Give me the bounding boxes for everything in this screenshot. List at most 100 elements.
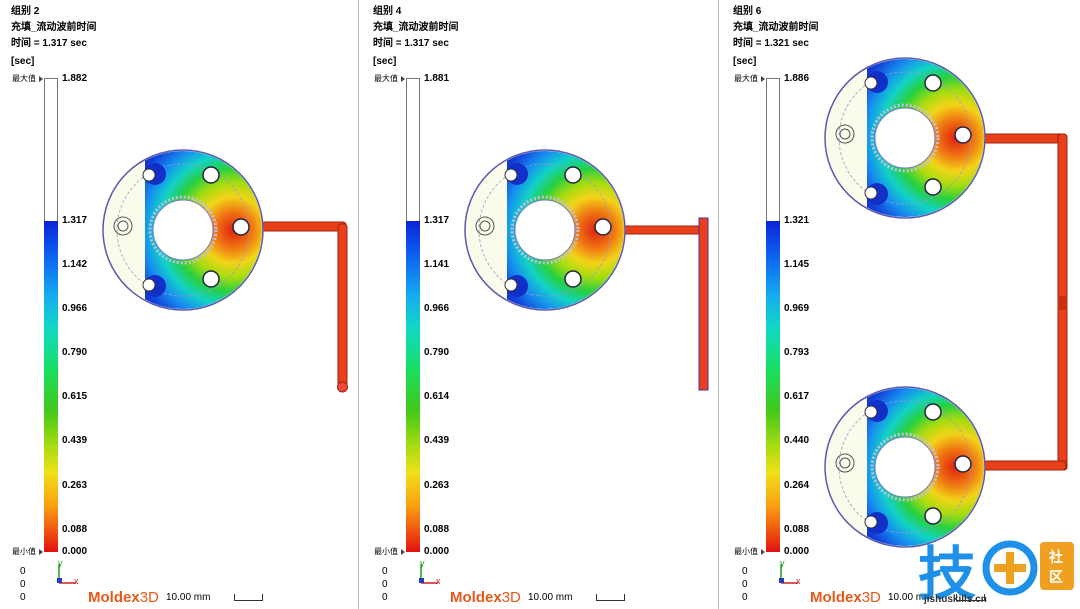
color-legend-bar: [406, 78, 420, 552]
result-name: 充填_流动波前时间: [11, 22, 97, 33]
legend-tick: 1.145: [784, 259, 810, 270]
group-title: 组别 4: [373, 6, 402, 17]
min-pointer-icon: [761, 549, 765, 555]
gear-part-lower: [824, 386, 986, 548]
svg-text:社区: 社区: [1048, 549, 1063, 586]
legend-tick: 0.966: [62, 303, 88, 314]
legend-tick: 0.088: [62, 524, 88, 535]
moldex3d-logo: Moldex3D: [88, 589, 159, 606]
legend-tick: 0.088: [424, 524, 450, 535]
max-pointer-icon: [761, 76, 765, 82]
axis-triad-icon: y x: [779, 558, 801, 586]
legend-tick: 0.966: [424, 303, 450, 314]
panel-divider: [718, 0, 719, 609]
moldex3d-logo: Moldex3D: [810, 589, 881, 606]
group-title: 组别 2: [11, 6, 40, 17]
svg-text:y: y: [420, 558, 425, 568]
legend-tick: 0.439: [424, 435, 450, 446]
legend-tick: 0.263: [424, 480, 450, 491]
legend-gradient: [766, 221, 780, 552]
legend-tick: 0.617: [784, 391, 810, 402]
legend-tick-max: 1.881: [424, 73, 450, 84]
svg-text:y: y: [58, 558, 63, 568]
min-label: 最小值: [734, 547, 758, 556]
color-legend-bar: [44, 78, 58, 552]
min-pointer-icon: [401, 549, 405, 555]
scale-label: 10.00 mm: [528, 592, 573, 603]
unit-label: [sec]: [11, 56, 35, 67]
part-3d-view[interactable]: [0, 0, 358, 609]
legend-tick-min: 0.000: [424, 546, 450, 557]
moldex3d-logo: Moldex3D: [450, 589, 521, 606]
group-title: 组别 6: [733, 6, 762, 17]
coord-readout: 0 0 0: [382, 566, 388, 603]
legend-tick: 0.969: [784, 303, 810, 314]
runner-system: [261, 221, 348, 393]
time-readout: 时间 = 1.317 sec: [11, 38, 87, 49]
axis-triad-icon: y x: [419, 558, 441, 586]
legend-tick: 0.615: [62, 391, 88, 402]
runner-system: [623, 217, 709, 391]
legend-tick: 0.263: [62, 480, 88, 491]
legend-tick: 0.440: [784, 435, 810, 446]
svg-text:x: x: [74, 576, 79, 586]
scale-label: 10.00 mm: [888, 592, 933, 603]
unit-label: [sec]: [733, 56, 757, 67]
legend-tick: 1.142: [62, 259, 88, 270]
legend-tick: 0.088: [784, 524, 810, 535]
legend-tick: 0.439: [62, 435, 88, 446]
result-panel-group-4[interactable]: 组别 4 充填_流动波前时间 时间 = 1.317 sec [sec] 最大值 …: [362, 0, 720, 609]
coord-readout: 0 0 0: [20, 566, 26, 603]
color-legend-bar: [766, 78, 780, 552]
max-pointer-icon: [39, 76, 43, 82]
legend-gradient: [406, 221, 420, 552]
scale-label: 10.00 mm: [166, 592, 211, 603]
min-pointer-icon: [39, 549, 43, 555]
time-readout: 时间 = 1.321 sec: [733, 38, 809, 49]
time-readout: 时间 = 1.317 sec: [373, 38, 449, 49]
scale-bar: [234, 594, 263, 601]
gear-part-upper: [824, 57, 986, 219]
legend-tick: 0.790: [62, 347, 88, 358]
legend-tick: 1.141: [424, 259, 450, 270]
legend-tick: 0.793: [784, 347, 810, 358]
legend-tick-max: 1.886: [784, 73, 810, 84]
scale-bar: [956, 594, 985, 601]
max-label: 最大值: [734, 74, 758, 83]
result-name: 充填_流动波前时间: [733, 22, 819, 33]
svg-text:x: x: [796, 576, 801, 586]
legend-tick: 0.790: [424, 347, 450, 358]
legend-tick: 1.317: [62, 215, 88, 226]
scale-bar: [596, 594, 625, 601]
legend-tick-max: 1.882: [62, 73, 88, 84]
legend-tick: 0.614: [424, 391, 450, 402]
result-panel-group-2[interactable]: 组别 2 充填_流动波前时间 时间 = 1.317 sec [sec] 最大值 …: [0, 0, 358, 609]
watermark-url: jishuskills.cn: [924, 594, 987, 605]
svg-text:x: x: [436, 576, 441, 586]
watermark-logo: 技 社区: [918, 540, 1074, 606]
coord-readout: 0 0 0: [742, 566, 748, 603]
svg-text:y: y: [780, 558, 785, 568]
legend-tick: 1.321: [784, 215, 810, 226]
max-label: 最大值: [12, 74, 36, 83]
runner-system: [983, 133, 1068, 471]
part-3d-view[interactable]: [722, 0, 1080, 609]
min-label: 最小值: [12, 547, 36, 556]
part-3d-view[interactable]: [362, 0, 720, 609]
max-label: 最大值: [374, 74, 398, 83]
legend-gradient: [44, 221, 58, 552]
legend-tick-min: 0.000: [62, 546, 88, 557]
legend-tick: 1.317: [424, 215, 450, 226]
panel-divider: [358, 0, 359, 609]
max-pointer-icon: [401, 76, 405, 82]
legend-tick-min: 0.000: [784, 546, 810, 557]
result-panel-group-6[interactable]: 组别 6 充填_流动波前时间 时间 = 1.321 sec [sec] 最大值 …: [722, 0, 1080, 609]
gear-part: [102, 149, 264, 311]
axis-triad-icon: y x: [57, 558, 79, 586]
gear-part: [464, 149, 626, 311]
legend-tick: 0.264: [784, 480, 810, 491]
result-name: 充填_流动波前时间: [373, 22, 459, 33]
unit-label: [sec]: [373, 56, 397, 67]
svg-text:技: 技: [918, 540, 976, 606]
